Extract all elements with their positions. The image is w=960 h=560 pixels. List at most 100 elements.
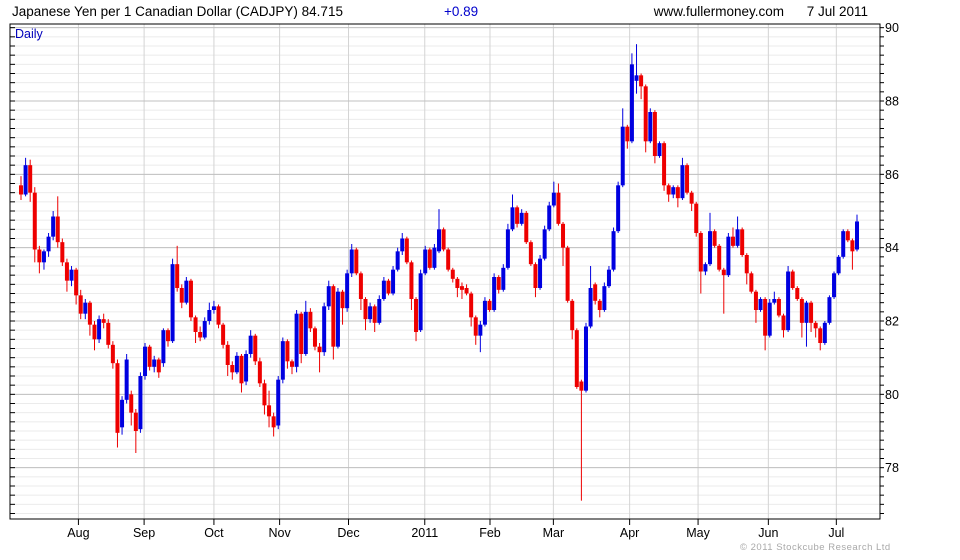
candle-body [290, 361, 295, 367]
candle-body [74, 269, 79, 296]
candle-body [106, 322, 111, 345]
candle-body [244, 354, 249, 382]
candle-body [372, 306, 377, 323]
x-axis-label: May [686, 526, 710, 540]
candle-body [303, 311, 308, 354]
candle-body [198, 332, 203, 338]
candle-body [570, 300, 575, 331]
x-axis-label: Jun [758, 526, 778, 540]
candle-body [772, 299, 777, 303]
candle-body [381, 280, 386, 299]
candle-body [69, 269, 74, 281]
candle-body [501, 267, 506, 290]
candle-body [97, 319, 102, 340]
candle-body [294, 313, 299, 367]
candle-body [473, 317, 478, 336]
candle-body [588, 288, 593, 327]
candle-body [790, 271, 795, 288]
candle-body [253, 335, 258, 362]
candle-body [634, 75, 639, 81]
y-axis-label: 84 [885, 241, 899, 255]
candle-body [616, 185, 621, 232]
candle-body [239, 355, 244, 384]
x-axis-label: Feb [479, 526, 501, 540]
y-axis-label: 80 [885, 388, 899, 402]
candle-body [671, 187, 676, 195]
candle-body [120, 399, 125, 428]
candle-body [363, 299, 368, 320]
candle-body [611, 231, 616, 270]
candle-body [41, 251, 46, 263]
candle-body [547, 205, 552, 230]
candle-body [776, 299, 781, 316]
candle-body [703, 264, 708, 272]
candle-body [345, 273, 350, 309]
candle-body [744, 255, 749, 274]
site-url-text: www.fullermoney.com [653, 4, 784, 19]
candle-body [639, 75, 644, 87]
candle-body [115, 363, 120, 433]
candle-body [804, 302, 809, 323]
candle-body [478, 324, 483, 336]
candle-body [583, 326, 588, 391]
candle-body [414, 299, 419, 332]
candle-body [763, 299, 768, 336]
header-bar: Japanese Yen per 1 Canadian Dollar (CADJ… [12, 4, 952, 22]
candle-body [276, 379, 281, 426]
x-axis-label: Dec [337, 526, 359, 540]
candle-body [519, 212, 524, 224]
candle-body [262, 383, 267, 406]
candle-body [712, 231, 717, 246]
candle-body [92, 324, 97, 340]
candle-body [551, 192, 556, 206]
candle-body [225, 344, 230, 365]
candle-body [818, 328, 823, 343]
candle-body [216, 306, 221, 325]
candle-body [505, 229, 510, 268]
candle-body [299, 313, 304, 354]
candle-body [561, 223, 566, 248]
candle-body [326, 286, 331, 307]
y-axis-label: 86 [885, 168, 899, 182]
candle-body [391, 269, 396, 294]
candle-body [83, 302, 88, 314]
candle-body [335, 291, 340, 347]
candle-body [753, 291, 758, 310]
candle-body [446, 249, 451, 270]
copyright-text: © 2011 Stockcube Research Ltd [740, 542, 891, 553]
candle-body [482, 300, 487, 325]
candle-body [593, 284, 598, 301]
candle-body [524, 212, 529, 243]
x-axis-label: Mar [543, 526, 565, 540]
candle-body [689, 192, 694, 204]
candle-body [23, 165, 28, 195]
candle-body [643, 86, 648, 142]
candle-body [317, 346, 322, 353]
candle-body [666, 185, 671, 195]
candle-body [64, 262, 69, 281]
candle-body [602, 286, 607, 310]
chart-title: Japanese Yen per 1 Canadian Dollar (CADJ… [12, 4, 343, 19]
candle-body [726, 236, 731, 276]
candle-body [147, 346, 152, 367]
candle-body [285, 341, 290, 362]
candle-body [418, 273, 423, 331]
candle-body [721, 269, 726, 276]
candle-body [652, 112, 657, 156]
candle-body [437, 229, 441, 252]
candle-body [234, 355, 239, 373]
candle-body [855, 221, 859, 250]
candle-body [110, 344, 115, 364]
candle-body [735, 229, 740, 246]
candle-body [331, 286, 336, 347]
candle-body [184, 280, 189, 303]
candle-body [230, 365, 235, 373]
candle-body [533, 264, 538, 288]
candle-body [767, 302, 772, 336]
candle-body [124, 359, 129, 400]
candle-body [46, 236, 51, 252]
candle-body [271, 416, 276, 428]
candle-body [101, 319, 106, 323]
candle-body [368, 306, 373, 320]
